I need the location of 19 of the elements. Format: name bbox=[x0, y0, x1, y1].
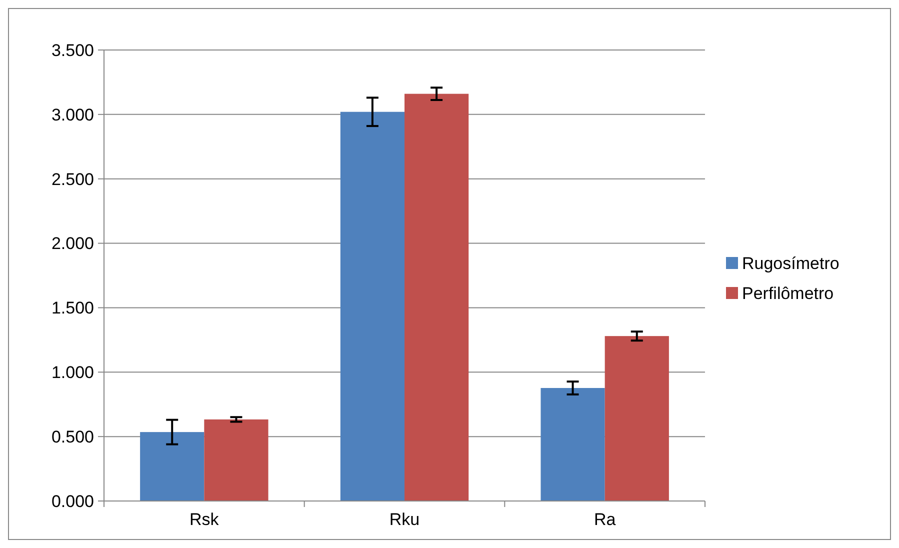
bar bbox=[604, 336, 669, 501]
bar bbox=[140, 432, 204, 501]
bar bbox=[540, 388, 605, 501]
y-tick-label: 3.000 bbox=[51, 105, 94, 124]
legend-label: Perfilômetro bbox=[742, 284, 834, 303]
y-tick-label: 0.000 bbox=[51, 492, 94, 511]
bar bbox=[340, 112, 404, 501]
x-tick-label: Rku bbox=[389, 510, 420, 529]
y-tick-label: 1.500 bbox=[51, 298, 94, 318]
x-tick-label: Rsk bbox=[190, 510, 220, 529]
y-tick-label: 2.500 bbox=[51, 170, 94, 189]
x-tick-label: Ra bbox=[594, 510, 616, 529]
bar bbox=[404, 94, 469, 501]
y-tick-label: 2.000 bbox=[51, 234, 94, 254]
y-tick-label: 1.000 bbox=[51, 363, 94, 382]
y-tick-label: 3.500 bbox=[51, 40, 94, 60]
legend-label: Rugosímetro bbox=[742, 254, 840, 273]
bar bbox=[204, 419, 268, 501]
y-tick-label: 0.500 bbox=[51, 428, 94, 447]
